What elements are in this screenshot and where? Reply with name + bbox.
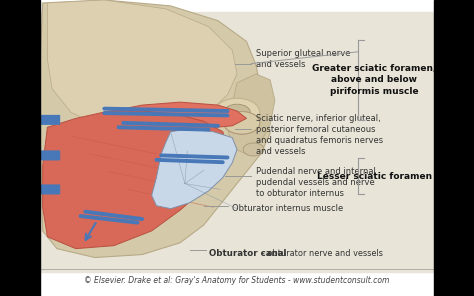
- Bar: [40, 12, 434, 272]
- Text: Greater sciatic foramen,
above and below
piriformis muscle: Greater sciatic foramen, above and below…: [312, 64, 437, 96]
- Circle shape: [214, 98, 260, 127]
- Text: Obturator canal: Obturator canal: [209, 249, 286, 258]
- Polygon shape: [40, 0, 270, 258]
- FancyBboxPatch shape: [39, 150, 60, 160]
- Circle shape: [224, 112, 260, 134]
- Text: Pudendal nerve and internal
pudendal vessels and nerve
to obturator internus: Pudendal nerve and internal pudendal ves…: [256, 167, 376, 198]
- FancyBboxPatch shape: [39, 184, 60, 194]
- Circle shape: [224, 104, 250, 121]
- Polygon shape: [152, 129, 237, 209]
- Circle shape: [243, 143, 264, 156]
- Text: Sciatic nerve, inferior gluteal,
posterior femoral cutaneous
and quadratus femor: Sciatic nerve, inferior gluteal, posteri…: [256, 114, 383, 156]
- Text: Superior gluteal nerve
and vessels: Superior gluteal nerve and vessels: [256, 49, 350, 69]
- Polygon shape: [228, 74, 275, 154]
- Text: Obturator internus muscle: Obturator internus muscle: [232, 204, 344, 213]
- FancyBboxPatch shape: [39, 115, 60, 125]
- Bar: [0, 0, 40, 296]
- Text: © Elsevier. Drake et al: Gray's Anatomy for Students - www.studentconsult.com: © Elsevier. Drake et al: Gray's Anatomy …: [84, 276, 390, 285]
- Text: – obturator nerve and vessels: – obturator nerve and vessels: [258, 249, 383, 258]
- Text: Lesser sciatic foramen: Lesser sciatic foramen: [317, 172, 432, 181]
- Polygon shape: [47, 0, 237, 133]
- Polygon shape: [90, 102, 246, 130]
- Polygon shape: [43, 111, 228, 249]
- Circle shape: [224, 112, 260, 134]
